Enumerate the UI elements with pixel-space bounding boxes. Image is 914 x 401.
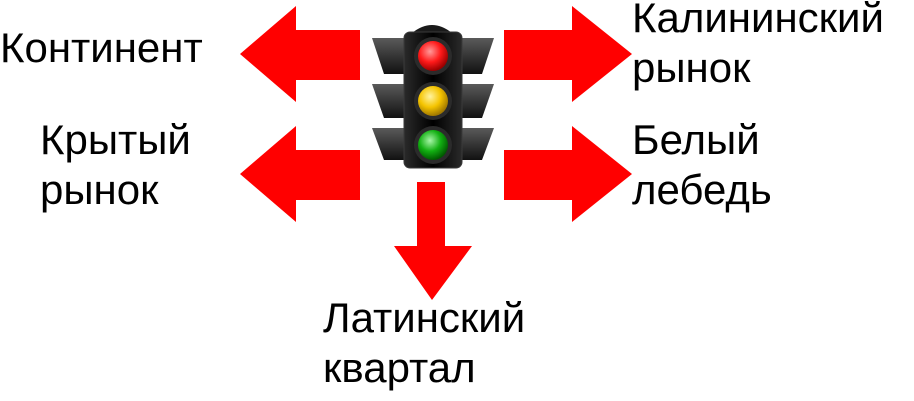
- arrow-down-icon: [394, 182, 472, 300]
- label-latinsky-line2: квартал: [323, 344, 476, 391]
- label-kalininsky-line1: Калининский: [632, 0, 884, 41]
- label-kalininsky-market: Калининский рынок: [632, 0, 884, 93]
- green-light: [418, 130, 448, 160]
- red-light: [418, 41, 448, 71]
- label-krytyj-line1: Крытый: [40, 116, 191, 163]
- label-white-swan: Белый лебедь: [632, 115, 772, 215]
- arrow-right-icon: [504, 126, 632, 222]
- label-latin-quarter: Латинский квартал: [323, 293, 525, 393]
- traffic-light-icon: [372, 25, 494, 169]
- arrow-left-icon: [240, 6, 360, 102]
- label-belyj-line1: Белый: [632, 116, 760, 163]
- label-belyj-line2: лебедь: [632, 166, 772, 213]
- arrow-left-icon: [240, 126, 360, 222]
- label-latinsky-line1: Латинский: [323, 294, 526, 341]
- arrow-right-icon: [504, 6, 632, 102]
- label-kalininsky-line2: рынок: [632, 44, 751, 91]
- label-continent-line1: Континент: [0, 24, 203, 71]
- yellow-light: [418, 86, 448, 116]
- label-covered-market: Крытый рынок: [40, 115, 191, 215]
- label-krytyj-line2: рынок: [40, 166, 159, 213]
- label-continent: Континент: [0, 23, 203, 73]
